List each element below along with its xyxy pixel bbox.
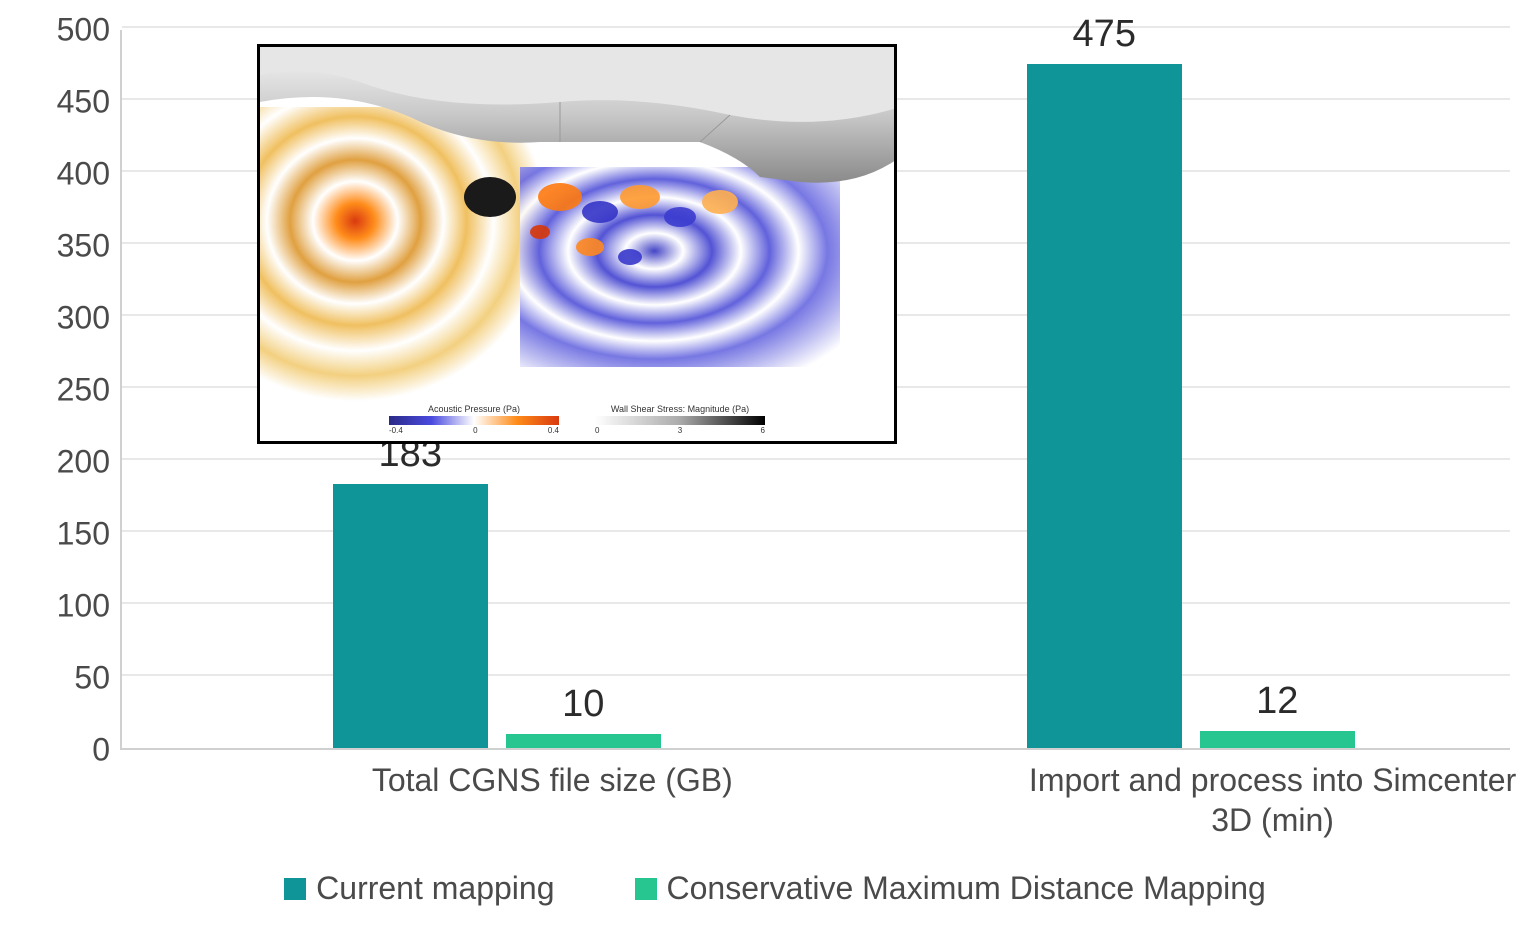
- cb2-min: 0: [595, 426, 599, 435]
- plot-area: 183 10 475 12: [120, 30, 1510, 750]
- ytick-3: 150: [40, 516, 110, 553]
- legend-label-0: Current mapping: [316, 870, 554, 907]
- bar-g0-s0: 183: [333, 484, 488, 748]
- colorbar2-labels: 0 3 6: [595, 426, 765, 435]
- bar-group-0: 183 10: [333, 484, 661, 748]
- inset-colorbars: Acoustic Pressure (Pa) -0.4 0 0.4 Wall S…: [260, 404, 894, 435]
- cb1-max: 0.4: [548, 426, 559, 435]
- ytick-7: 350: [40, 228, 110, 265]
- colorbar2-title: Wall Shear Stress: Magnitude (Pa): [611, 404, 749, 414]
- colorbar-acoustic-pressure: Acoustic Pressure (Pa) -0.4 0 0.4: [389, 404, 559, 435]
- legend-item-0: Current mapping: [284, 870, 554, 907]
- ytick-9: 450: [40, 84, 110, 121]
- colorbar1-title: Acoustic Pressure (Pa): [428, 404, 520, 414]
- colorbar1-labels: -0.4 0 0.4: [389, 426, 559, 435]
- ytick-0: 0: [40, 732, 110, 769]
- colorbar-wall-shear-stress: Wall Shear Stress: Magnitude (Pa) 0 3 6: [595, 404, 765, 435]
- bar-value-g1-s1: 12: [1256, 680, 1298, 723]
- bar-rect: [333, 484, 488, 748]
- simulation-svg: [260, 47, 897, 444]
- bar-chart: 0 50 100 150 200 250 300 350 400 450 500…: [30, 20, 1520, 820]
- cb1-min: -0.4: [389, 426, 403, 435]
- cb2-max: 6: [761, 426, 765, 435]
- ytick-4: 200: [40, 444, 110, 481]
- ytick-6: 300: [40, 300, 110, 337]
- bar-rect: [506, 734, 661, 748]
- xtick-0: Total CGNS file size (GB): [252, 760, 852, 800]
- bar-value-g0-s1: 10: [562, 683, 604, 726]
- legend-label-1: Conservative Maximum Distance Mapping: [667, 870, 1266, 907]
- bar-g0-s1: 10: [506, 734, 661, 748]
- cb2-mid: 3: [678, 426, 682, 435]
- ytick-10: 500: [40, 12, 110, 49]
- bar-rect: [1027, 64, 1182, 748]
- colorbar2-bar: [595, 416, 765, 425]
- bar-g1-s1: 12: [1200, 731, 1355, 748]
- cb1-mid: 0: [473, 426, 477, 435]
- legend-swatch-1: [635, 878, 657, 900]
- legend-item-1: Conservative Maximum Distance Mapping: [635, 870, 1266, 907]
- ytick-8: 400: [40, 156, 110, 193]
- xtick-1: Import and process into Simcenter3D (min…: [923, 760, 1536, 840]
- ytick-5: 250: [40, 372, 110, 409]
- inset-simulation-image: Acoustic Pressure (Pa) -0.4 0 0.4 Wall S…: [257, 44, 897, 444]
- bar-rect: [1200, 731, 1355, 748]
- bar-value-g1-s0: 475: [1073, 13, 1136, 56]
- legend: Current mapping Conservative Maximum Dis…: [30, 870, 1520, 907]
- colorbar1-bar: [389, 416, 559, 425]
- ytick-1: 50: [40, 660, 110, 697]
- bar-group-1: 475 12: [1027, 64, 1355, 748]
- ytick-2: 100: [40, 588, 110, 625]
- bar-g1-s0: 475: [1027, 64, 1182, 748]
- legend-swatch-0: [284, 878, 306, 900]
